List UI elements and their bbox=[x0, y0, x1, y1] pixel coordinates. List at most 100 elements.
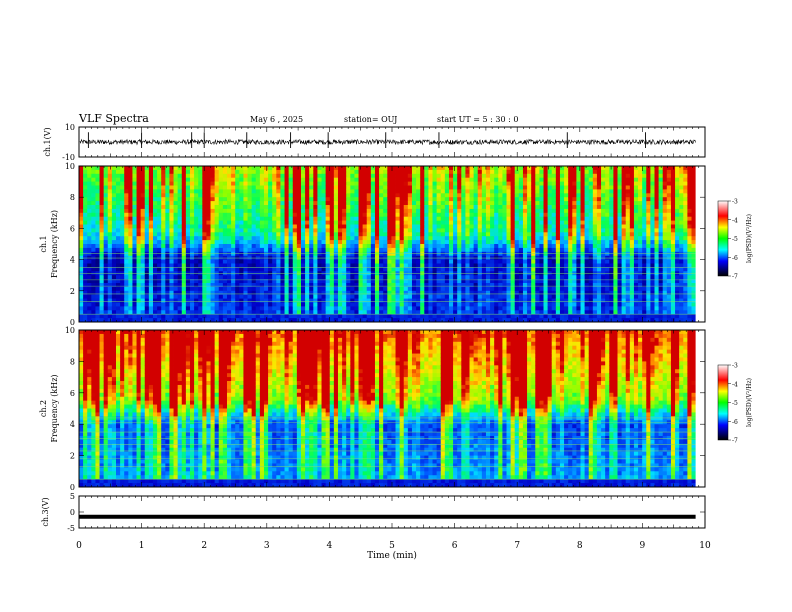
spectrogram-cell bbox=[522, 247, 528, 253]
spectrogram-cell bbox=[457, 193, 462, 198]
spectrogram-cell bbox=[453, 169, 458, 175]
spectrogram-cell bbox=[510, 267, 516, 272]
spectrogram-cell bbox=[296, 302, 302, 307]
spectrogram-cell bbox=[416, 173, 421, 179]
spectrogram-cell bbox=[543, 220, 549, 225]
spectrogram-cell bbox=[535, 244, 540, 249]
spectrogram-cell bbox=[416, 263, 421, 268]
spectrogram-cell bbox=[288, 166, 294, 171]
spectrogram-cell bbox=[403, 279, 409, 284]
spectrogram-cell bbox=[416, 267, 421, 272]
spectrogram-cell bbox=[177, 169, 183, 175]
spectrogram-cell bbox=[120, 224, 125, 229]
spectrogram-cell bbox=[231, 216, 236, 221]
spectrogram-cell bbox=[329, 247, 335, 253]
spectrogram-cell bbox=[222, 244, 228, 249]
spectrogram-cell bbox=[198, 208, 203, 214]
spectrogram-cell bbox=[485, 244, 491, 249]
spectrogram-cell bbox=[255, 197, 261, 202]
spectrogram-cell bbox=[276, 216, 281, 221]
spectrogram-cell bbox=[288, 259, 294, 264]
spectrogram-cell bbox=[296, 224, 302, 229]
spectrogram-cell bbox=[218, 302, 224, 307]
spectrogram-cell bbox=[490, 224, 495, 229]
spectrogram-cell bbox=[473, 251, 479, 257]
spectrogram-cell bbox=[391, 232, 396, 237]
spectrogram-cell bbox=[305, 177, 310, 182]
spectrogram-cell bbox=[255, 267, 261, 272]
spectrogram-cell bbox=[239, 216, 244, 221]
spectrogram-cell bbox=[424, 166, 429, 171]
spectrogram-cell bbox=[329, 294, 335, 299]
spectrogram-cell bbox=[206, 240, 211, 245]
spectrogram-cell bbox=[210, 173, 216, 179]
spectrogram-cell bbox=[247, 205, 253, 210]
spectrogram-cell bbox=[346, 189, 351, 194]
spectrogram-cell bbox=[214, 173, 220, 179]
spectrogram-cell bbox=[300, 232, 306, 237]
spectrogram-cell bbox=[152, 240, 158, 245]
spectrogram-cell bbox=[165, 298, 170, 303]
spectrogram-cell bbox=[280, 220, 285, 225]
spectrogram-cell bbox=[116, 173, 121, 179]
spectrogram-cell bbox=[247, 318, 253, 323]
spectrogram-cell bbox=[99, 189, 105, 194]
spectrogram-cell bbox=[547, 201, 553, 206]
spectrogram-cell bbox=[111, 286, 117, 292]
spectrogram-cell bbox=[547, 185, 553, 190]
spectrogram-cell bbox=[321, 208, 327, 214]
spectrogram-cell bbox=[325, 318, 331, 323]
spectrogram-cell bbox=[116, 220, 121, 225]
spectrogram-cell bbox=[469, 224, 475, 229]
spectrogram-cell bbox=[395, 283, 401, 288]
spectrogram-cell bbox=[342, 279, 347, 284]
spectrogram-cell bbox=[263, 205, 269, 210]
spectrogram-cell bbox=[128, 205, 133, 210]
spectrogram-cell bbox=[366, 263, 372, 268]
spectrogram-cell bbox=[202, 275, 207, 280]
spectrogram-cell bbox=[403, 236, 409, 241]
spectrogram-cell bbox=[473, 216, 479, 221]
spectrogram-cell bbox=[194, 286, 199, 292]
spectrogram-cell bbox=[111, 290, 117, 296]
spectrogram-cell bbox=[309, 310, 314, 315]
spectrogram-cell bbox=[169, 306, 174, 311]
spectrogram-cell bbox=[568, 166, 573, 171]
spectrogram-cell bbox=[325, 185, 331, 190]
spectrogram-cell bbox=[161, 232, 166, 237]
spectrogram-cell bbox=[231, 279, 236, 284]
spectrogram-cell bbox=[485, 181, 491, 186]
spectrogram-cell bbox=[407, 185, 413, 190]
spectrogram-cell bbox=[325, 228, 331, 233]
spectrogram-cell bbox=[350, 279, 355, 284]
spectrogram-cell bbox=[469, 294, 475, 299]
spectrogram-cell bbox=[403, 228, 409, 233]
spectrogram-cell bbox=[424, 294, 429, 299]
spectrogram-cell bbox=[120, 244, 125, 249]
spectrogram-cell bbox=[309, 193, 314, 198]
spectrogram-cell bbox=[83, 286, 88, 292]
spectrogram-cell bbox=[317, 294, 322, 299]
spectrogram-cell bbox=[202, 310, 207, 315]
spectrogram-cell bbox=[342, 189, 347, 194]
spectrogram-cell bbox=[309, 177, 314, 182]
spectrogram-cell bbox=[300, 267, 306, 272]
spectrogram-cell bbox=[477, 302, 483, 307]
spectrogram-cell bbox=[358, 294, 364, 299]
spectrogram-cell bbox=[543, 294, 549, 299]
spectrogram-cell bbox=[383, 286, 388, 292]
spectrogram-cell bbox=[239, 193, 244, 198]
spectrogram-cell bbox=[305, 193, 310, 198]
spectrogram-cell bbox=[103, 228, 109, 233]
spectrogram-cell bbox=[173, 279, 179, 284]
spectrogram-cell bbox=[535, 169, 540, 175]
spectrogram-cell bbox=[247, 177, 253, 182]
spectrogram-cell bbox=[309, 228, 314, 233]
spectrogram-cell bbox=[457, 259, 462, 264]
spectrogram-cell bbox=[461, 189, 466, 194]
spectrogram-cell bbox=[387, 318, 392, 323]
spectrogram-cell bbox=[161, 259, 166, 264]
spectrogram-cell bbox=[539, 294, 544, 299]
spectrogram-cell bbox=[346, 263, 351, 268]
spectrogram-cell bbox=[173, 286, 179, 292]
